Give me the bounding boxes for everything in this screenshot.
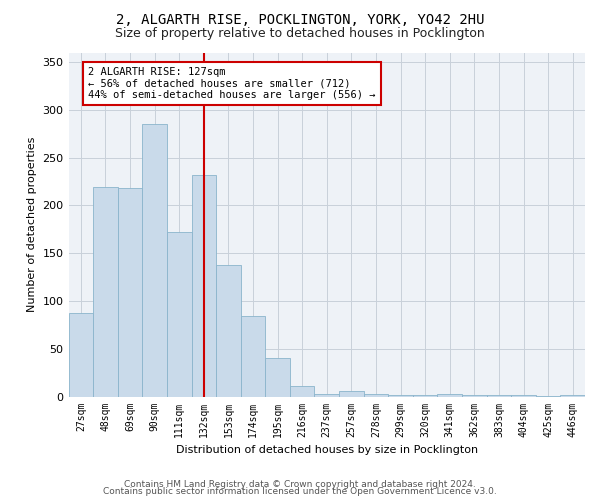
Bar bbox=[388, 394, 413, 396]
Bar bbox=[191, 175, 216, 396]
Bar bbox=[265, 358, 290, 397]
Text: Contains HM Land Registry data © Crown copyright and database right 2024.: Contains HM Land Registry data © Crown c… bbox=[124, 480, 476, 489]
Text: 2, ALGARTH RISE, POCKLINGTON, YORK, YO42 2HU: 2, ALGARTH RISE, POCKLINGTON, YORK, YO42… bbox=[116, 12, 484, 26]
Y-axis label: Number of detached properties: Number of detached properties bbox=[27, 137, 37, 312]
Bar bbox=[560, 394, 585, 396]
Bar bbox=[241, 316, 265, 396]
Bar bbox=[364, 394, 388, 396]
Text: Contains public sector information licensed under the Open Government Licence v3: Contains public sector information licen… bbox=[103, 488, 497, 496]
Bar bbox=[339, 391, 364, 396]
Bar bbox=[216, 264, 241, 396]
Bar bbox=[314, 394, 339, 396]
Bar bbox=[437, 394, 462, 396]
Bar bbox=[167, 232, 191, 396]
Bar bbox=[462, 394, 487, 396]
Bar bbox=[487, 394, 511, 396]
Bar bbox=[142, 124, 167, 396]
Bar bbox=[413, 394, 437, 396]
Bar bbox=[511, 394, 536, 396]
Bar bbox=[93, 188, 118, 396]
X-axis label: Distribution of detached houses by size in Pocklington: Distribution of detached houses by size … bbox=[176, 445, 478, 455]
Bar bbox=[68, 314, 93, 396]
Text: Size of property relative to detached houses in Pocklington: Size of property relative to detached ho… bbox=[115, 28, 485, 40]
Text: 2 ALGARTH RISE: 127sqm
← 56% of detached houses are smaller (712)
44% of semi-de: 2 ALGARTH RISE: 127sqm ← 56% of detached… bbox=[88, 67, 376, 100]
Bar bbox=[290, 386, 314, 396]
Bar bbox=[118, 188, 142, 396]
